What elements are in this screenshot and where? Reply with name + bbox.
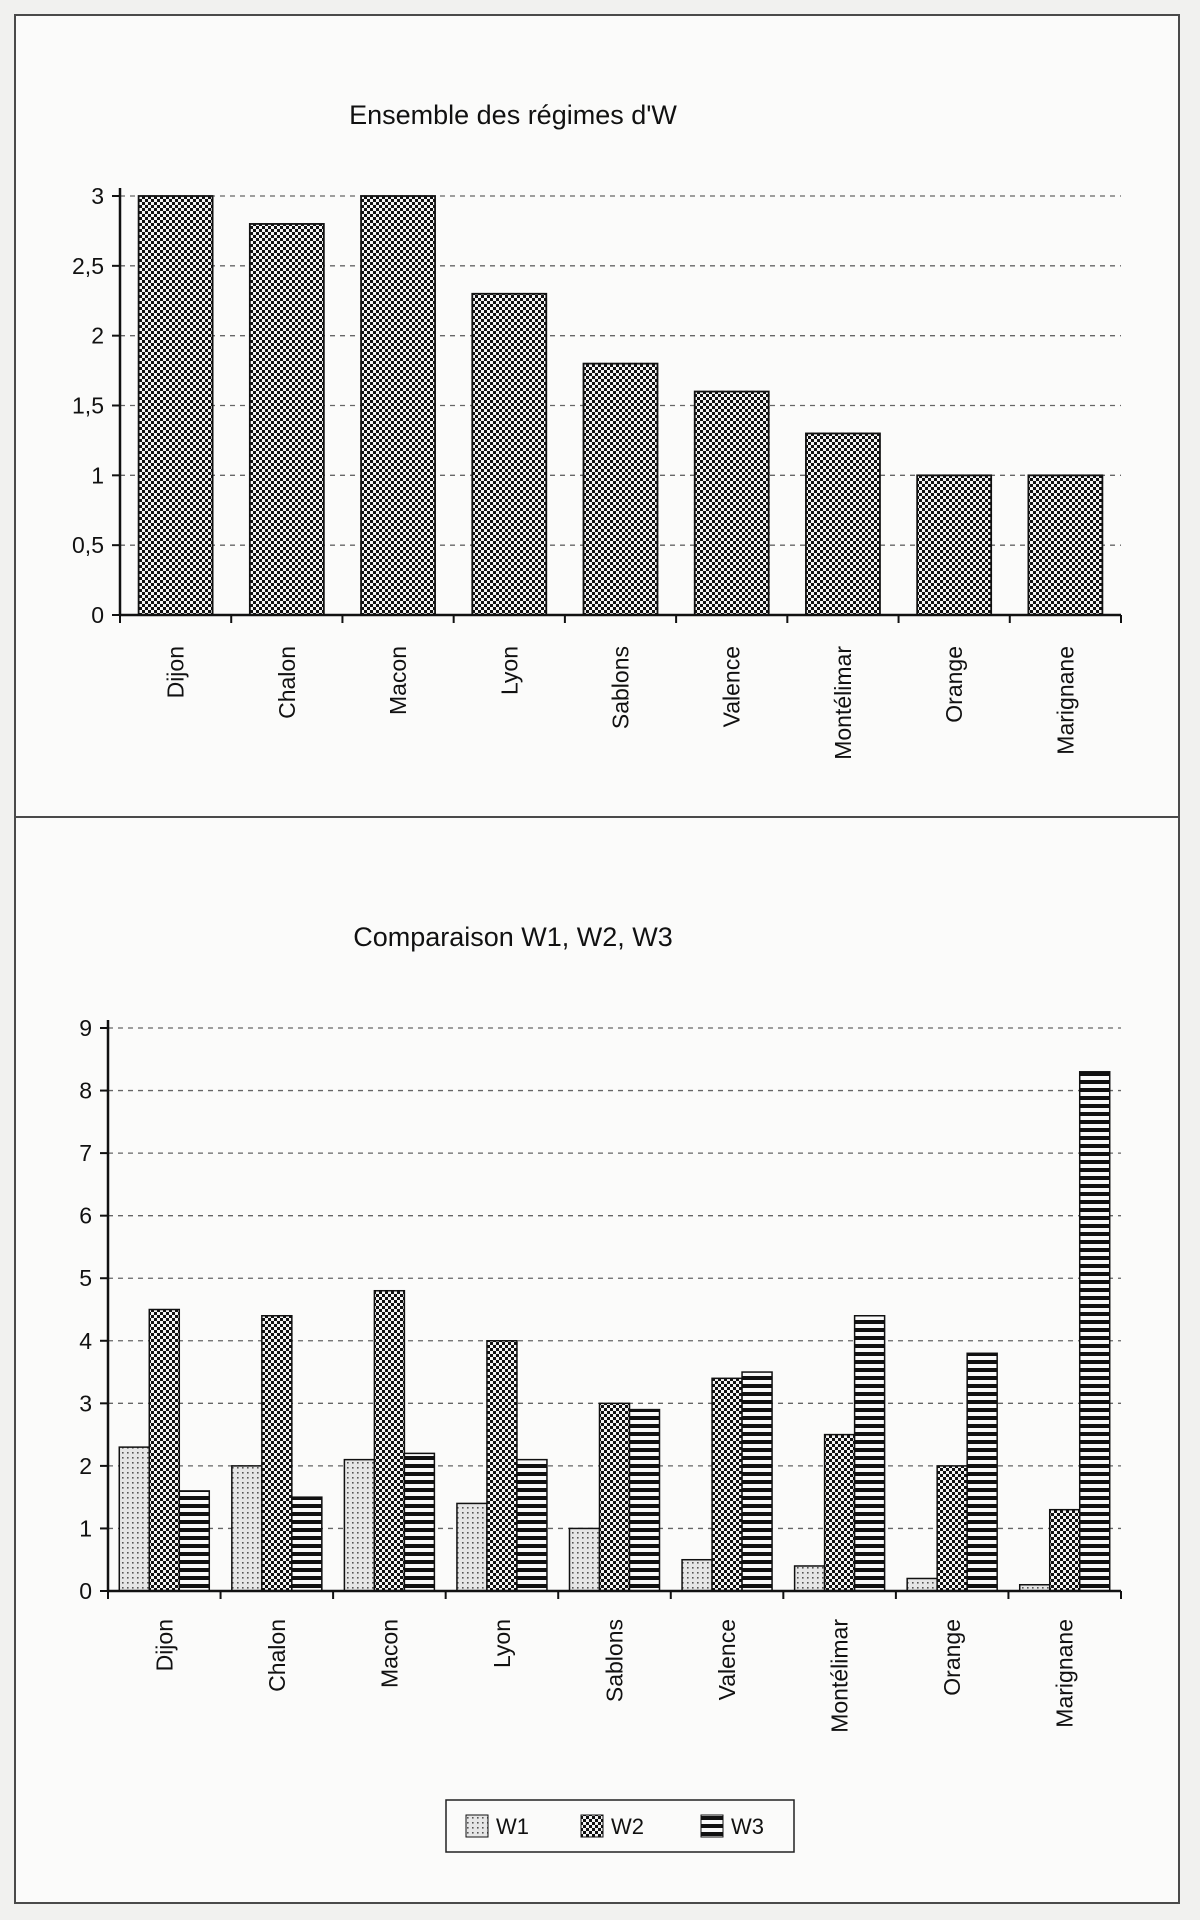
chart2-ytick: 3 [79,1390,92,1416]
chart2-x-labels: Dijon Chalon Macon Lyon Sablons Valence … [151,1619,1077,1733]
chart2-ytick: 1 [79,1515,92,1541]
chart2-bar-w3 [628,1408,661,1592]
legend-swatch-w2 [580,1814,604,1838]
chart1-bar [1027,474,1104,616]
chart1-bar [471,292,548,616]
legend-label-w2: W2 [611,1814,644,1839]
chart2-ytick: 7 [79,1140,92,1166]
chart2-ytick: 9 [79,1015,92,1041]
chart2-y-ticks: 0 1 2 3 4 5 6 7 8 9 [79,1015,92,1604]
chart1-xlabel: Orange [941,646,967,723]
chart1-bar [693,390,770,616]
chart2-bar-w2 [1048,1508,1081,1592]
chart1-xlabel: Dijon [163,646,189,698]
legend-box [445,1799,795,1853]
chart2-bar-w3 [291,1496,323,1592]
chart1-ytick: 1 [91,462,104,488]
chart2-bar-w1 [568,1527,601,1592]
chart1-ytick: 2,5 [72,253,104,279]
chart2-legend: W1 W2 W3 [445,1799,795,1853]
chart1-xlabel: Lyon [496,646,522,695]
chart2-xlabel: Sablons [602,1619,628,1702]
chart2-bar-w1 [343,1458,376,1592]
chart2-bar-w2 [823,1433,856,1592]
chart1-ytick: 0,5 [72,532,104,558]
chart2-xlabel: Dijon [151,1619,177,1671]
chart2-bar-w3 [741,1371,773,1592]
chart2-plot [100,1020,1122,1599]
chart2-ytick: 4 [79,1328,92,1354]
legend-swatch-w1 [465,1814,489,1838]
chart2-xlabel: Valence [714,1619,740,1700]
chart2-bar-w2 [373,1289,406,1592]
chart1-xlabel: Macon [385,646,411,715]
legend-label-w1: W1 [496,1814,529,1839]
chart2-bar-w3 [516,1458,548,1592]
chart1-y-ticks: 0 0,5 1 1,5 2 2,5 3 [72,183,104,628]
chart1-ytick: 1,5 [72,393,104,419]
chart2-ytick: 5 [79,1265,92,1291]
chart1-plot [112,188,1122,623]
chart2-title: Comparaison W1, W2, W3 [353,922,673,952]
chart2-bar-w1 [906,1577,938,1592]
chart2-ytick: 2 [79,1453,92,1479]
chart1-ytick: 3 [91,183,104,209]
chart2-bar-w2 [148,1308,181,1592]
chart1-xlabel: Montélimar [830,646,856,760]
chart1-xlabel: Valence [719,646,745,727]
chart1-bar [916,474,993,616]
panel-divider [16,816,1178,818]
chart2-ytick: 8 [79,1078,92,1104]
chart2-bar-w2 [598,1402,631,1592]
chart1-bar [805,432,881,616]
chart1-bar [360,195,436,616]
chart2-bar-w3 [853,1315,886,1592]
chart2-xlabel: Orange [939,1619,965,1696]
chart1-ytick: 2 [91,323,104,349]
chart2-bar-w3 [1078,1071,1111,1592]
chart1-title: Ensemble des régimes d'W [349,100,677,130]
chart2-bar-w2 [936,1465,968,1592]
chart2-bar-w2 [486,1340,518,1592]
chart2-bar-w3 [403,1452,436,1592]
chart1-xlabel: Chalon [274,646,300,719]
chart2-xlabel: Montélimar [827,1619,853,1733]
chart2-ytick: 0 [79,1578,92,1604]
chart2-bar-w2 [711,1377,743,1592]
chart1-bar [137,195,214,616]
chart2-bar-w3 [966,1352,998,1592]
chart1-x-labels: Dijon Chalon Macon Lyon Sablons Valence … [163,646,1079,760]
chart2-xlabel: Macon [376,1619,402,1688]
chart2-bar-w1 [456,1502,488,1592]
chart1-ytick: 0 [91,602,104,628]
chart2-bar-w1 [118,1446,151,1592]
chart2-bar-w1 [681,1558,713,1592]
chart1-bar [248,223,325,616]
figure-frame: Ensemble des régimes d'W 0 0,5 1 1,5 2 2… [14,14,1180,1904]
legend-swatch-w3 [700,1814,724,1838]
charts-canvas: Ensemble des régimes d'W 0 0,5 1 1,5 2 2… [72,100,1122,1853]
chart2-xlabel: Lyon [489,1619,515,1668]
chart2-bar-w1 [793,1565,826,1592]
chart1-bar [582,362,659,616]
legend-label-w3: W3 [731,1814,764,1839]
chart2-bar-w2 [261,1315,293,1592]
chart2-xlabel: Marignane [1052,1619,1078,1728]
chart1-xlabel: Marignane [1052,646,1078,755]
chart1-xlabel: Sablons [608,646,634,729]
chart2-bar-w3 [178,1490,211,1592]
chart2-ytick: 6 [79,1203,92,1229]
chart2-xlabel: Chalon [264,1619,290,1692]
chart2-bar-w1 [231,1465,263,1592]
